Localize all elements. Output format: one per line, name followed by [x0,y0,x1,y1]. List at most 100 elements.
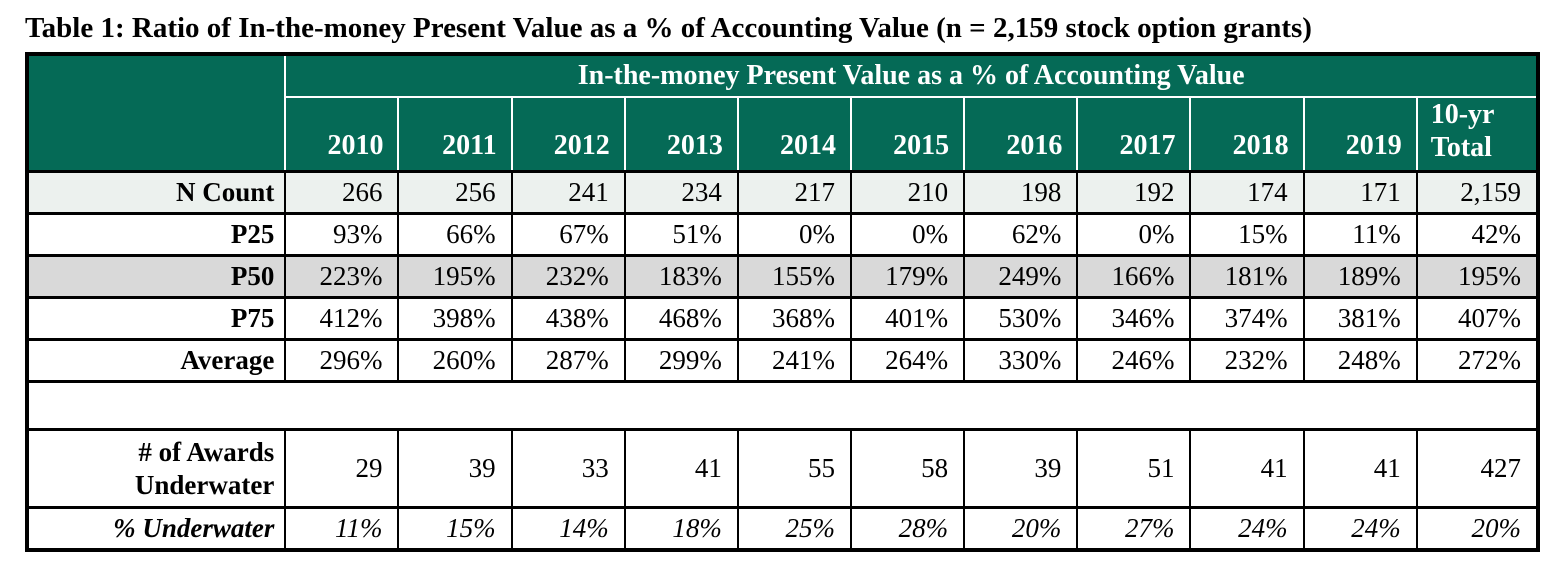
table-cell: 66% [397,212,513,258]
table-cell: 241% [736,338,853,384]
table-cell: 171 [1302,170,1418,216]
table-cell: 438% [510,296,626,342]
table-cell: 232% [510,254,626,300]
table-cell: 401% [850,296,966,342]
col-header-2011: 2011 [397,96,513,174]
corner-cell [25,53,287,174]
col-header-2016: 2016 [963,96,1079,174]
table-cell: 330% [963,338,1079,384]
table-cell: 29 [284,428,400,510]
table-cell: 260% [397,338,513,384]
col-header-2014: 2014 [736,96,853,174]
table-cell: 15% [1189,212,1305,258]
table-cell: 192 [1076,170,1192,216]
group-header: In-the-money Present Value as a % of Acc… [284,53,1539,98]
table-cell: 412% [284,296,400,342]
table-cell: 27% [1076,506,1192,552]
table-cell: 264% [850,338,966,384]
table-title: Table 1: Ratio of In-the-money Present V… [25,12,1312,44]
table-cell: 256 [397,170,513,216]
table-cell: 241 [510,170,626,216]
table-cell: 179% [850,254,966,300]
table-cell: 346% [1076,296,1192,342]
table-cell: 217 [736,170,853,216]
row-label: % Underwater [25,506,287,552]
table-cell: 51% [623,212,739,258]
table-cell: 195% [1415,254,1540,300]
row-label: P75 [25,296,287,342]
page: Table 1: Ratio of In-the-money Present V… [0,12,1550,573]
table-cell: 407% [1415,296,1540,342]
table-cell: 11% [1302,212,1418,258]
spacer-cell [27,380,1538,432]
table-cell: 24% [1189,506,1305,552]
table-cell: 398% [397,296,513,342]
data-table: In-the-money Present Value as a % of Acc… [25,52,1540,552]
table-cell: 174 [1189,170,1305,216]
table-cell: 24% [1302,506,1418,552]
row-label: N Count [25,170,287,216]
table-cell: 299% [623,338,739,384]
table-cell: 183% [623,254,739,300]
table-cell: 198 [963,170,1079,216]
spacer-row [27,380,1538,432]
table-cell: 93% [284,212,400,258]
row-n-count: N Count 266 256 241 234 217 210 198 192 … [25,170,1540,216]
table-cell: 530% [963,296,1079,342]
table-cell: 368% [736,296,853,342]
table-cell: 249% [963,254,1079,300]
table-cell: 41 [1302,428,1418,510]
table-cell: 468% [623,296,739,342]
row-p25: P25 93% 66% 67% 51% 0% 0% 62% 0% 15% 11%… [25,212,1540,258]
table-cell: 181% [1189,254,1305,300]
table-cell: 195% [397,254,513,300]
row-average: Average 296% 260% 287% 299% 241% 264% 33… [25,338,1540,384]
col-header-2013: 2013 [623,96,739,174]
table-cell: 287% [510,338,626,384]
table-cell: 0% [1076,212,1192,258]
table-cell: 381% [1302,296,1418,342]
col-header-10yr-total: 10-yr Total [1415,96,1540,174]
table-cell: 2,159 [1415,170,1540,216]
row-label: Average [25,338,287,384]
row-pct-underwater: % Underwater 11% 15% 14% 18% 25% 28% 20%… [25,506,1540,552]
table-cell: 0% [736,212,853,258]
row-label: P25 [25,212,287,258]
table-cell: 55 [736,428,853,510]
row-awards-underwater: # of Awards Underwater 29 39 33 41 55 58… [25,428,1540,510]
table-cell: 234 [623,170,739,216]
table-cell: 41 [623,428,739,510]
table-cell: 41 [1189,428,1305,510]
table-cell: 14% [510,506,626,552]
table-cell: 28% [850,506,966,552]
table-cell: 296% [284,338,400,384]
table-cell: 42% [1415,212,1540,258]
table-cell: 374% [1189,296,1305,342]
col-header-2010: 2010 [284,96,400,174]
col-header-2017: 2017 [1076,96,1192,174]
table-cell: 20% [1415,506,1540,552]
table-cell: 232% [1189,338,1305,384]
col-header-2012: 2012 [510,96,626,174]
row-label: P50 [25,254,287,300]
table-cell: 210 [850,170,966,216]
table-cell: 20% [963,506,1079,552]
table-cell: 58 [850,428,966,510]
table-cell: 51 [1076,428,1192,510]
table-cell: 246% [1076,338,1192,384]
table-cell: 15% [397,506,513,552]
row-p50: P50 223% 195% 232% 183% 155% 179% 249% 1… [25,254,1540,300]
table-cell: 18% [623,506,739,552]
table-cell: 25% [736,506,853,552]
group-header-row: In-the-money Present Value as a % of Acc… [25,53,1539,174]
table-cell: 11% [284,506,400,552]
table-cell: 39 [963,428,1079,510]
table-cell: 272% [1415,338,1540,384]
table-cell: 166% [1076,254,1192,300]
column-header-row: 2010 2011 2012 2013 2014 2015 2016 2017 … [27,96,1540,174]
table-cell: 266 [284,170,400,216]
table-cell: 39 [397,428,513,510]
table-cell: 33 [510,428,626,510]
table-cell: 189% [1302,254,1418,300]
table-cell: 67% [510,212,626,258]
